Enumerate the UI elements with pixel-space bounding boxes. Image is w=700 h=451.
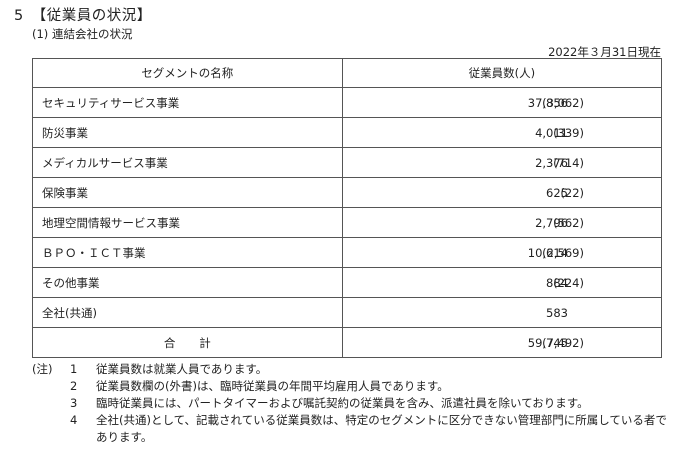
note-text: 従業員数は就業人員であります。 <box>96 362 268 376</box>
employee-count-cell: 625 (22) <box>341 177 663 208</box>
segment-name: ＢＰＯ・ＩＣＴ事業 <box>32 237 343 268</box>
note-number: 2 <box>70 379 78 393</box>
employee-count: 10,614 <box>527 245 568 260</box>
note-text: 全社(共通)として、記載されている従業員数は、特定のセグメントに区分できない管理… <box>96 413 667 444</box>
notes: (注) 1 従業員数は就業人員であります。 2 従業員数欄の(外書)は、臨時従業… <box>32 361 672 446</box>
segment-name: セキュリティサービス事業 <box>32 87 343 118</box>
total-row: 合計 59,745 (7,492) <box>32 327 663 358</box>
segment-name: メディカルサービス事業 <box>32 147 343 178</box>
temporary-count: (2,569) <box>542 245 584 260</box>
note-number: 1 <box>70 362 78 376</box>
segment-name: 地理空間情報サービス事業 <box>32 207 343 238</box>
temporary-count: (714) <box>553 155 584 170</box>
employee-count-cell: 10,614 (2,569) <box>341 237 663 268</box>
note-text: 臨時従業員には、パートタイマーおよび嘱託契約の従業員を含み、派遣社員を除いており… <box>96 396 589 410</box>
employee-count: 583 <box>546 305 568 320</box>
total-count-cell: 59,745 (7,492) <box>341 327 663 358</box>
note-number: 4 <box>70 413 78 427</box>
table-header-row: セグメントの名称 従業員数(人) <box>32 58 663 88</box>
header-employee-count: 従業員数(人) <box>341 58 663 88</box>
employee-count: 37,856 <box>527 95 568 110</box>
employee-count-cell: 2,376 (714) <box>341 147 663 178</box>
total-temporary-count: (7,492) <box>542 335 584 350</box>
employee-count-cell: 884 (224) <box>341 267 663 298</box>
note-text: 従業員数欄の(外書)は、臨時従業員の年間平均雇用人員であります。 <box>96 379 449 393</box>
employee-count: 625 <box>546 185 568 200</box>
section-number: 5 <box>14 8 24 24</box>
note-item: 4 全社(共通)として、記載されている従業員数は、特定のセグメントに区分できない… <box>32 412 672 446</box>
temporary-count: (339) <box>553 125 584 140</box>
table-row: ＢＰＯ・ＩＣＴ事業 10,614 (2,569) <box>32 237 663 268</box>
notes-prefix: (注) <box>32 362 53 376</box>
segment-name: その他事業 <box>32 267 343 298</box>
table-row: その他事業 884 (224) <box>32 267 663 298</box>
as-of-date: 2022年３月31日現在 <box>548 45 661 59</box>
total-label: 合計 <box>32 327 343 358</box>
note-item: 2 従業員数欄の(外書)は、臨時従業員の年間平均雇用人員であります。 <box>32 378 672 395</box>
table-row: 全社(共通) 583 <box>32 297 663 328</box>
section-heading: 5 【従業員の状況】 <box>14 4 152 25</box>
temporary-count: (3,062) <box>542 95 584 110</box>
employee-count: 2,376 <box>535 155 568 170</box>
temporary-count: (224) <box>553 275 584 290</box>
employee-count-cell: 583 <box>341 297 663 328</box>
header-segment-name: セグメントの名称 <box>32 58 343 88</box>
note-item: 3 臨時従業員には、パートタイマーおよび嘱託契約の従業員を含み、派遣社員を除いて… <box>32 395 672 412</box>
temporary-count: (22) <box>560 185 584 200</box>
total-employee-count: 59,745 <box>527 335 568 350</box>
table-row: 地理空間情報サービス事業 2,796 (562) <box>32 207 663 238</box>
table-row: 保険事業 625 (22) <box>32 177 663 208</box>
employee-count: 2,796 <box>535 215 568 230</box>
note-number: 3 <box>70 396 78 410</box>
employee-count-cell: 4,011 (339) <box>341 117 663 148</box>
subsection-title: (1) 連結会社の状況 <box>32 27 133 41</box>
section-title: 【従業員の状況】 <box>31 8 152 24</box>
table-row: 防災事業 4,011 (339) <box>32 117 663 148</box>
employee-count-cell: 2,796 (562) <box>341 207 663 238</box>
employee-count-cell: 37,856 (3,062) <box>341 87 663 118</box>
employee-count: 884 <box>546 275 568 290</box>
segment-name: 防災事業 <box>32 117 343 148</box>
employee-count: 4,011 <box>535 125 568 140</box>
note-item: (注) 1 従業員数は就業人員であります。 <box>32 361 672 378</box>
temporary-count: (562) <box>553 215 584 230</box>
employee-table: セグメントの名称 従業員数(人) セキュリティサービス事業 37,856 (3,0… <box>32 58 663 358</box>
segment-name: 保険事業 <box>32 177 343 208</box>
table-row: メディカルサービス事業 2,376 (714) <box>32 147 663 178</box>
table-row: セキュリティサービス事業 37,856 (3,062) <box>32 87 663 118</box>
segment-name: 全社(共通) <box>32 297 343 328</box>
